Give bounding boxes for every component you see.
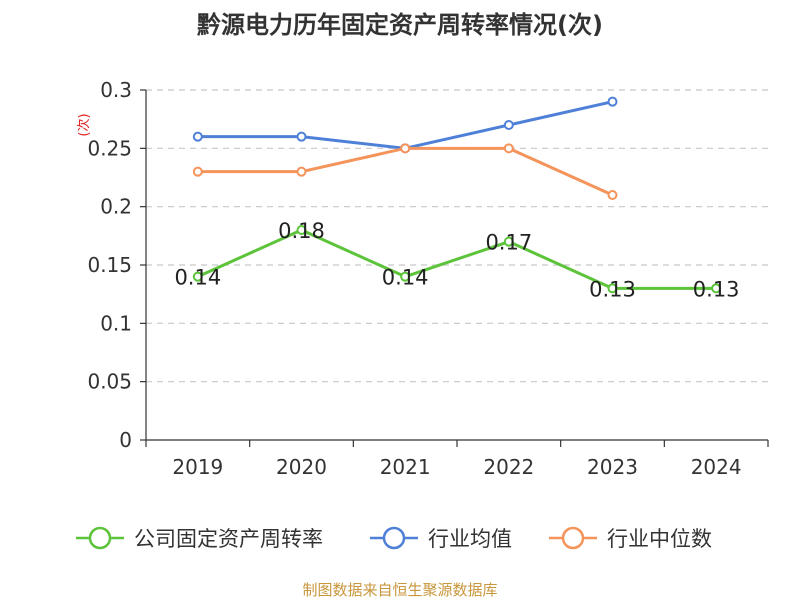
y-tick-label: 0.15 — [87, 253, 132, 277]
legend-marker — [561, 526, 585, 550]
x-tick-label: 2022 — [483, 455, 534, 479]
y-tick-label: 0.2 — [100, 195, 132, 219]
data-point — [296, 225, 307, 235]
series-line — [197, 228, 717, 290]
legend: 公司固定资产周转率 行业均值 行业中位数 — [76, 526, 712, 551]
y-tick-label: 0.1 — [100, 311, 132, 335]
data-point — [503, 236, 514, 247]
data-label: 0.14 — [174, 266, 221, 290]
legend-marker — [382, 526, 406, 550]
x-tick-label: 2023 — [587, 455, 638, 479]
series-group — [192, 96, 722, 294]
x-tick-label: 2021 — [380, 455, 431, 479]
data-point — [607, 190, 618, 200]
y-tick-label: 0.3 — [100, 78, 132, 102]
y-tick-label: 0.05 — [87, 370, 132, 394]
grid-lines — [146, 89, 768, 383]
data-point — [192, 166, 203, 177]
x-tick-label: 2024 — [691, 455, 742, 479]
series-line — [197, 146, 614, 197]
data-label: 0.17 — [485, 231, 532, 255]
data-label: 0.14 — [382, 266, 429, 290]
data-point — [400, 143, 411, 154]
x-tick-labels: 2019 2020 2021 2022 2023 2024 — [172, 455, 741, 479]
data-label: 0.13 — [589, 277, 636, 301]
data-point — [503, 120, 514, 130]
x-tick-label: 2020 — [276, 455, 327, 479]
y-tick-labels: 0 0.05 0.1 0.15 0.2 0.25 0.3 — [87, 78, 132, 452]
x-tick-label: 2019 — [172, 455, 223, 479]
y-axis-label: (次) — [76, 113, 92, 136]
legend-label: 公司固定资产周转率 — [134, 527, 323, 551]
data-point — [296, 166, 307, 177]
legend-label: 行业均值 — [428, 527, 512, 551]
legend-label: 行业中位数 — [607, 527, 712, 551]
source-note: 制图数据来自恒生聚源数据库 — [302, 581, 497, 599]
data-label: 0.13 — [693, 277, 740, 301]
y-tick-label: 0 — [119, 428, 132, 452]
data-point — [192, 131, 203, 142]
series-line — [197, 100, 613, 150]
y-tick-label: 0.25 — [87, 136, 132, 160]
legend-marker — [88, 526, 112, 550]
data-point — [711, 283, 722, 294]
chart-title: 黔源电力历年固定资产周转率情况(次) — [197, 11, 603, 39]
data-point — [607, 96, 618, 107]
data-point — [503, 143, 514, 154]
data-point — [192, 271, 203, 282]
data-label: 0.18 — [278, 219, 325, 243]
data-point — [607, 283, 618, 294]
data-point — [400, 271, 411, 282]
axes — [140, 89, 769, 447]
data-point — [296, 131, 307, 142]
data-labels: 0.14 0.18 0.14 0.17 0.13 0.13 — [174, 219, 739, 301]
